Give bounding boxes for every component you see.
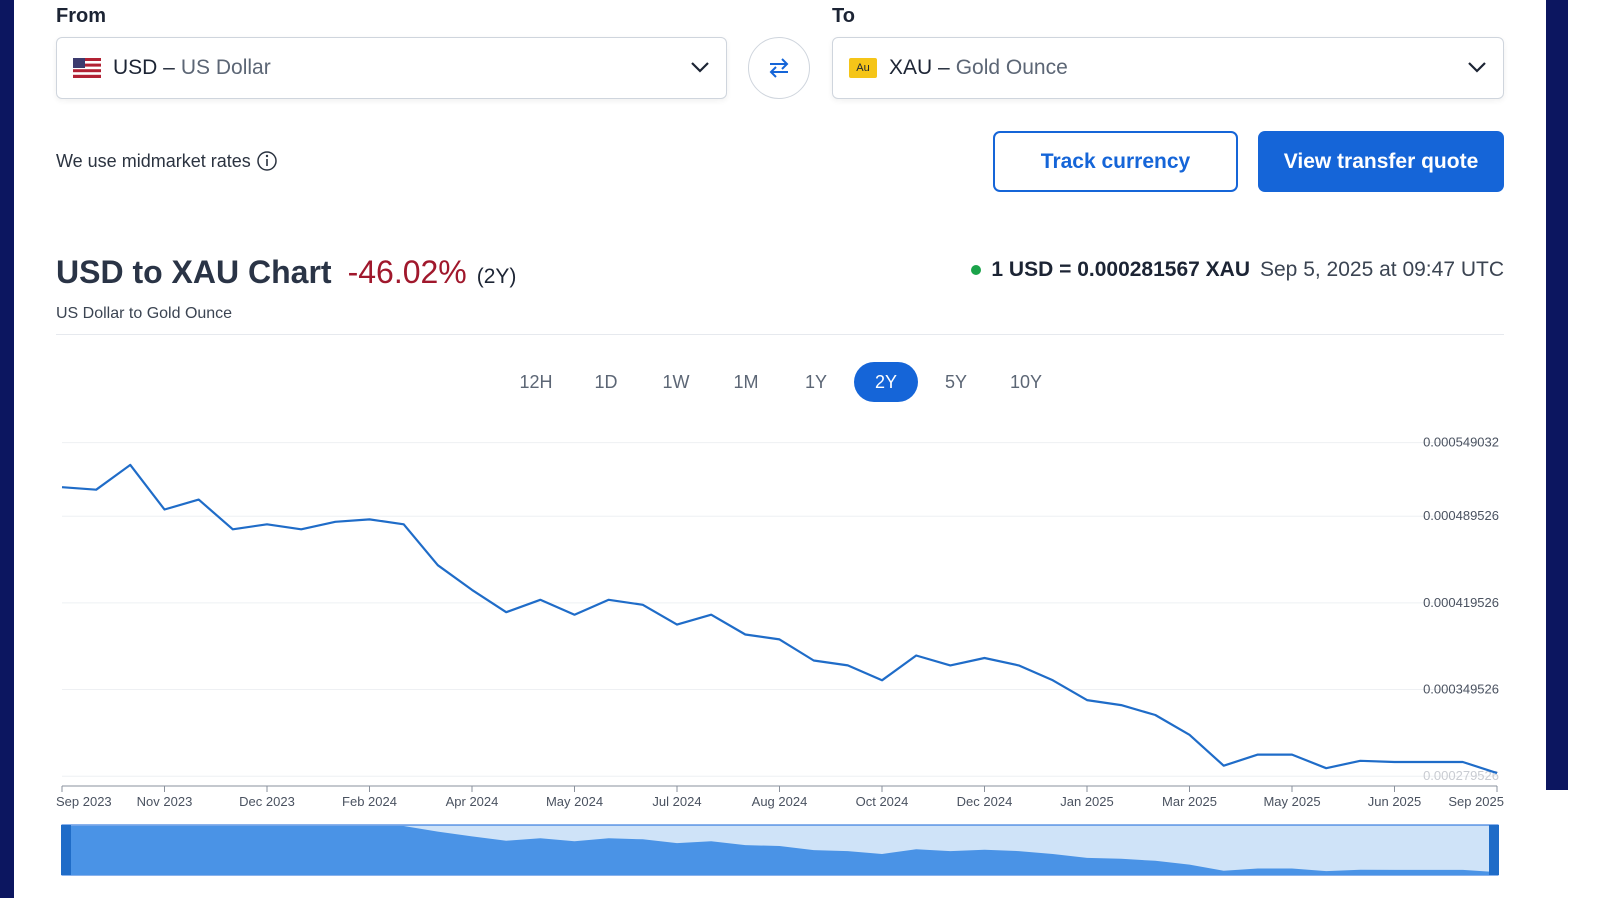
left-border <box>0 0 14 898</box>
chart-subtitle: US Dollar to Gold Ounce <box>56 305 233 322</box>
y-tick-label: 0.000489526 <box>1423 508 1499 523</box>
chart-title: USD to XAU Chart <box>56 254 332 290</box>
x-tick-label: Apr 2024 <box>446 794 499 809</box>
y-tick-label: 0.000349526 <box>1423 682 1499 697</box>
x-tick-label: Jun 2025 <box>1368 794 1422 809</box>
range-tabs: 12H 1D 1W 1M 1Y 2Y 5Y 10Y <box>0 362 1562 402</box>
swap-icon <box>769 58 789 78</box>
x-tick-label: Aug 2024 <box>752 794 808 809</box>
track-button[interactable]: Track currency <box>993 131 1238 192</box>
range-tab[interactable]: 1M <box>733 371 759 392</box>
range-tab[interactable]: 1W <box>662 371 690 392</box>
price-line <box>61 463 1498 775</box>
x-tick-label: Mar 2025 <box>1162 794 1217 809</box>
chart-heading: USD to XAU Chart -46.02% (2Y) <box>56 254 516 291</box>
to-code: XAU – <box>889 56 950 79</box>
y-tick-label: 0.000279526 <box>1423 768 1499 783</box>
y-tick-label: 0.000549032 <box>1423 435 1499 450</box>
navigator-handle <box>61 825 71 875</box>
rate-time: Sep 5, 2025 at 09:47 UTC <box>1260 258 1504 281</box>
current-rate: 1 USD = 0.000281567 XAU Sep 5, 2025 at 0… <box>971 258 1504 282</box>
right-border <box>1546 0 1568 790</box>
x-tick-label: Sep 2025 <box>1448 794 1504 809</box>
us-flag <box>73 58 101 78</box>
from-code: USD – <box>113 56 175 79</box>
x-tick-label: Oct 2024 <box>856 794 909 809</box>
x-tick-label: Sep 2023 <box>56 794 112 809</box>
x-tick-label: Dec 2023 <box>239 794 295 809</box>
chevron <box>691 62 709 73</box>
to-name: Gold Ounce <box>955 56 1068 79</box>
range-tab[interactable]: 2Y <box>854 362 918 402</box>
range-tab[interactable]: 1D <box>594 371 618 392</box>
live-dot <box>971 265 982 275</box>
x-tick-label: May 2024 <box>546 794 603 809</box>
divider <box>56 334 1504 335</box>
x-tick-label: Dec 2024 <box>957 794 1013 809</box>
range-tab[interactable]: 1Y <box>804 371 828 392</box>
x-tick-label: Jul 2024 <box>652 794 701 809</box>
to-select[interactable]: Au XAU – Gold Ounce <box>832 37 1504 99</box>
range-tab[interactable]: 5Y <box>944 371 968 392</box>
y-tick-label: 0.000419526 <box>1423 595 1499 610</box>
quote-button[interactable]: View transfer quote <box>1258 131 1504 192</box>
info-icon[interactable] <box>256 150 278 172</box>
navigator-area <box>62 826 1497 875</box>
gold-badge: Au <box>849 58 877 78</box>
x-tick-label: Feb 2024 <box>342 794 397 809</box>
to-label: To <box>832 5 855 27</box>
x-tick-label: May 2025 <box>1263 794 1320 809</box>
swap-button[interactable] <box>748 37 810 99</box>
change-period: (2Y) <box>476 265 517 288</box>
x-tick-label: Jan 2025 <box>1060 794 1114 809</box>
note-text: We use midmarket rates <box>56 150 251 171</box>
range-tab[interactable]: 10Y <box>1009 371 1043 392</box>
rate-text: 1 USD = 0.000281567 XAU <box>991 258 1250 281</box>
midmarket-note: We use midmarket rates <box>56 150 278 172</box>
x-tick-label: Nov 2023 <box>137 794 193 809</box>
from-select[interactable]: USD – US Dollar <box>56 37 727 99</box>
chevron <box>1468 62 1486 73</box>
change-percent: -46.02% <box>347 254 467 290</box>
from-name: US Dollar <box>180 56 271 79</box>
from-label: From <box>56 5 106 27</box>
navigator-handle <box>1489 825 1499 875</box>
range-tab[interactable]: 12H <box>519 371 553 392</box>
